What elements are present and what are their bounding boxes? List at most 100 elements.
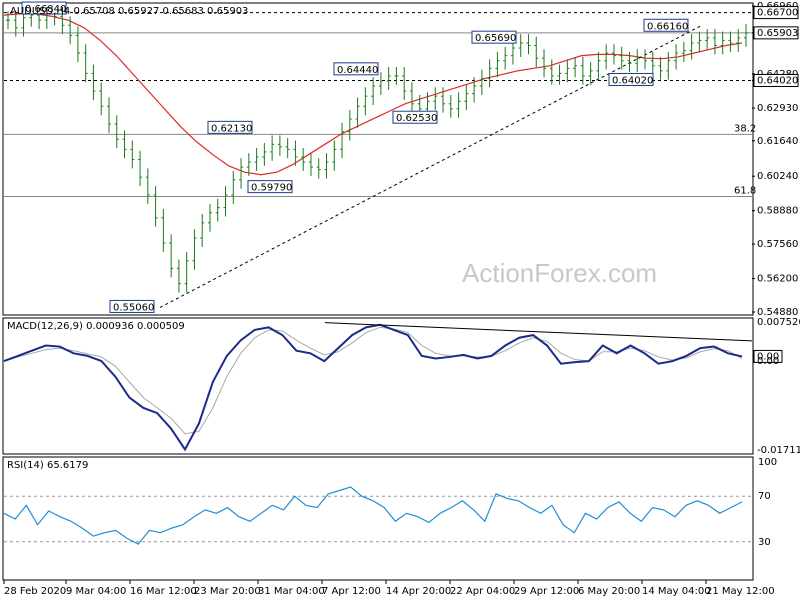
candle — [231, 170, 236, 204]
annotation-label: 0.62130 — [211, 123, 252, 134]
candle — [619, 46, 624, 70]
candle — [262, 143, 267, 166]
candle — [378, 72, 383, 95]
price-y-box — [753, 26, 799, 40]
candle — [635, 49, 640, 73]
candle — [557, 64, 562, 85]
candle — [433, 87, 438, 111]
price-y-tick-label: 0.56200 — [757, 274, 798, 285]
x-tick-label: 31 Mar 04:00 — [258, 586, 325, 597]
macd-y-tick-label: 0.007526 — [757, 317, 800, 328]
rsi-y-tick-label: 100 — [758, 457, 777, 468]
candle — [355, 97, 360, 128]
moving-average-line — [3, 13, 743, 176]
candle — [246, 153, 251, 176]
watermark: ActionForex.com — [462, 258, 657, 288]
candle — [456, 92, 461, 118]
candle — [588, 61, 593, 85]
candle — [301, 148, 306, 171]
candle — [495, 51, 500, 78]
x-tick-label: 14 May 04:00 — [642, 586, 711, 597]
candle — [192, 229, 197, 270]
price-annotation: 0.66840 — [21, 1, 67, 15]
candle — [277, 135, 282, 156]
candle — [712, 29, 717, 55]
x-tick-label: 7 Apr 12:00 — [322, 586, 381, 597]
annotation-box — [21, 1, 67, 15]
candle — [308, 153, 313, 176]
candle — [122, 130, 127, 159]
macd-y-box — [753, 349, 783, 363]
candle — [386, 67, 391, 90]
candle — [596, 51, 601, 80]
candle — [479, 69, 484, 95]
macd-panel-frame — [2, 317, 754, 455]
price-annotation: 0.62530 — [392, 110, 438, 124]
candle — [6, 11, 10, 30]
price-y-tick-label: 0.62930 — [757, 103, 798, 114]
annotation-label: 0.64020 — [612, 75, 653, 86]
candle — [697, 31, 702, 52]
candle — [215, 198, 220, 222]
candle — [464, 84, 469, 111]
rsi-panel-frame — [2, 456, 754, 581]
annotation-box — [109, 299, 155, 313]
candle — [239, 158, 244, 189]
price-annotation: 0.55060 — [109, 299, 155, 313]
candle — [83, 44, 88, 83]
candle — [526, 34, 531, 55]
candle — [518, 34, 523, 57]
annotation-box — [207, 120, 253, 134]
annotation-label: 0.55060 — [113, 302, 154, 313]
x-tick-label: 9 Mar 04:00 — [66, 586, 126, 597]
candle — [254, 148, 259, 171]
macd-y-tick-label: 0.00 — [757, 356, 779, 367]
x-tick-label: 22 Apr 04:00 — [450, 586, 515, 597]
candle — [448, 94, 453, 118]
candle — [207, 203, 212, 232]
annotation-label: 0.64440 — [337, 65, 378, 76]
candle — [68, 16, 73, 45]
candle — [145, 168, 150, 204]
price-annotation: 0.64440 — [333, 62, 379, 76]
annotation-box — [392, 110, 438, 124]
price-annotation: 0.62130 — [207, 120, 253, 134]
x-tick-label: 23 Mar 20:00 — [194, 586, 261, 597]
rsi-title: RSI(14) 65.6179 — [7, 460, 88, 471]
candle — [503, 46, 508, 70]
rsi-y-axis: 100 70 30 — [758, 457, 777, 548]
candle — [106, 97, 111, 133]
candle — [316, 158, 321, 179]
annotation-label: 0.62530 — [396, 113, 437, 124]
candle — [604, 44, 609, 70]
rsi-y-tick-label: 30 — [758, 537, 771, 548]
candle — [114, 115, 119, 149]
candle — [138, 150, 143, 187]
candle — [13, 11, 18, 37]
candle — [472, 77, 477, 103]
candle — [720, 31, 725, 55]
price-annotation: 0.66160 — [643, 18, 689, 32]
rsi-series — [3, 486, 752, 545]
candle — [689, 34, 694, 60]
level-label-4: 61.8 — [734, 185, 756, 196]
candle — [728, 31, 733, 52]
candle — [534, 36, 539, 68]
rsi-line — [3, 486, 743, 545]
candle — [293, 140, 298, 166]
price-y-tick-label: 0.54880 — [757, 307, 798, 318]
macd-y-axis: 0.007526 0.000.00 -0.017112 — [753, 317, 800, 456]
candle — [285, 137, 290, 159]
candle — [176, 259, 181, 293]
level-price-label: 0.66700 — [757, 8, 798, 19]
price-annotation: 0.65690 — [471, 30, 517, 44]
macd-line — [3, 323, 743, 452]
annotation-label: 0.66160 — [647, 21, 688, 32]
candle — [270, 135, 275, 161]
candle — [99, 82, 104, 116]
x-tick-label: 29 Apr 12:00 — [514, 586, 579, 597]
annotation-box — [471, 30, 517, 44]
annotation-label: 0.59790 — [251, 183, 292, 194]
candle — [324, 153, 329, 179]
